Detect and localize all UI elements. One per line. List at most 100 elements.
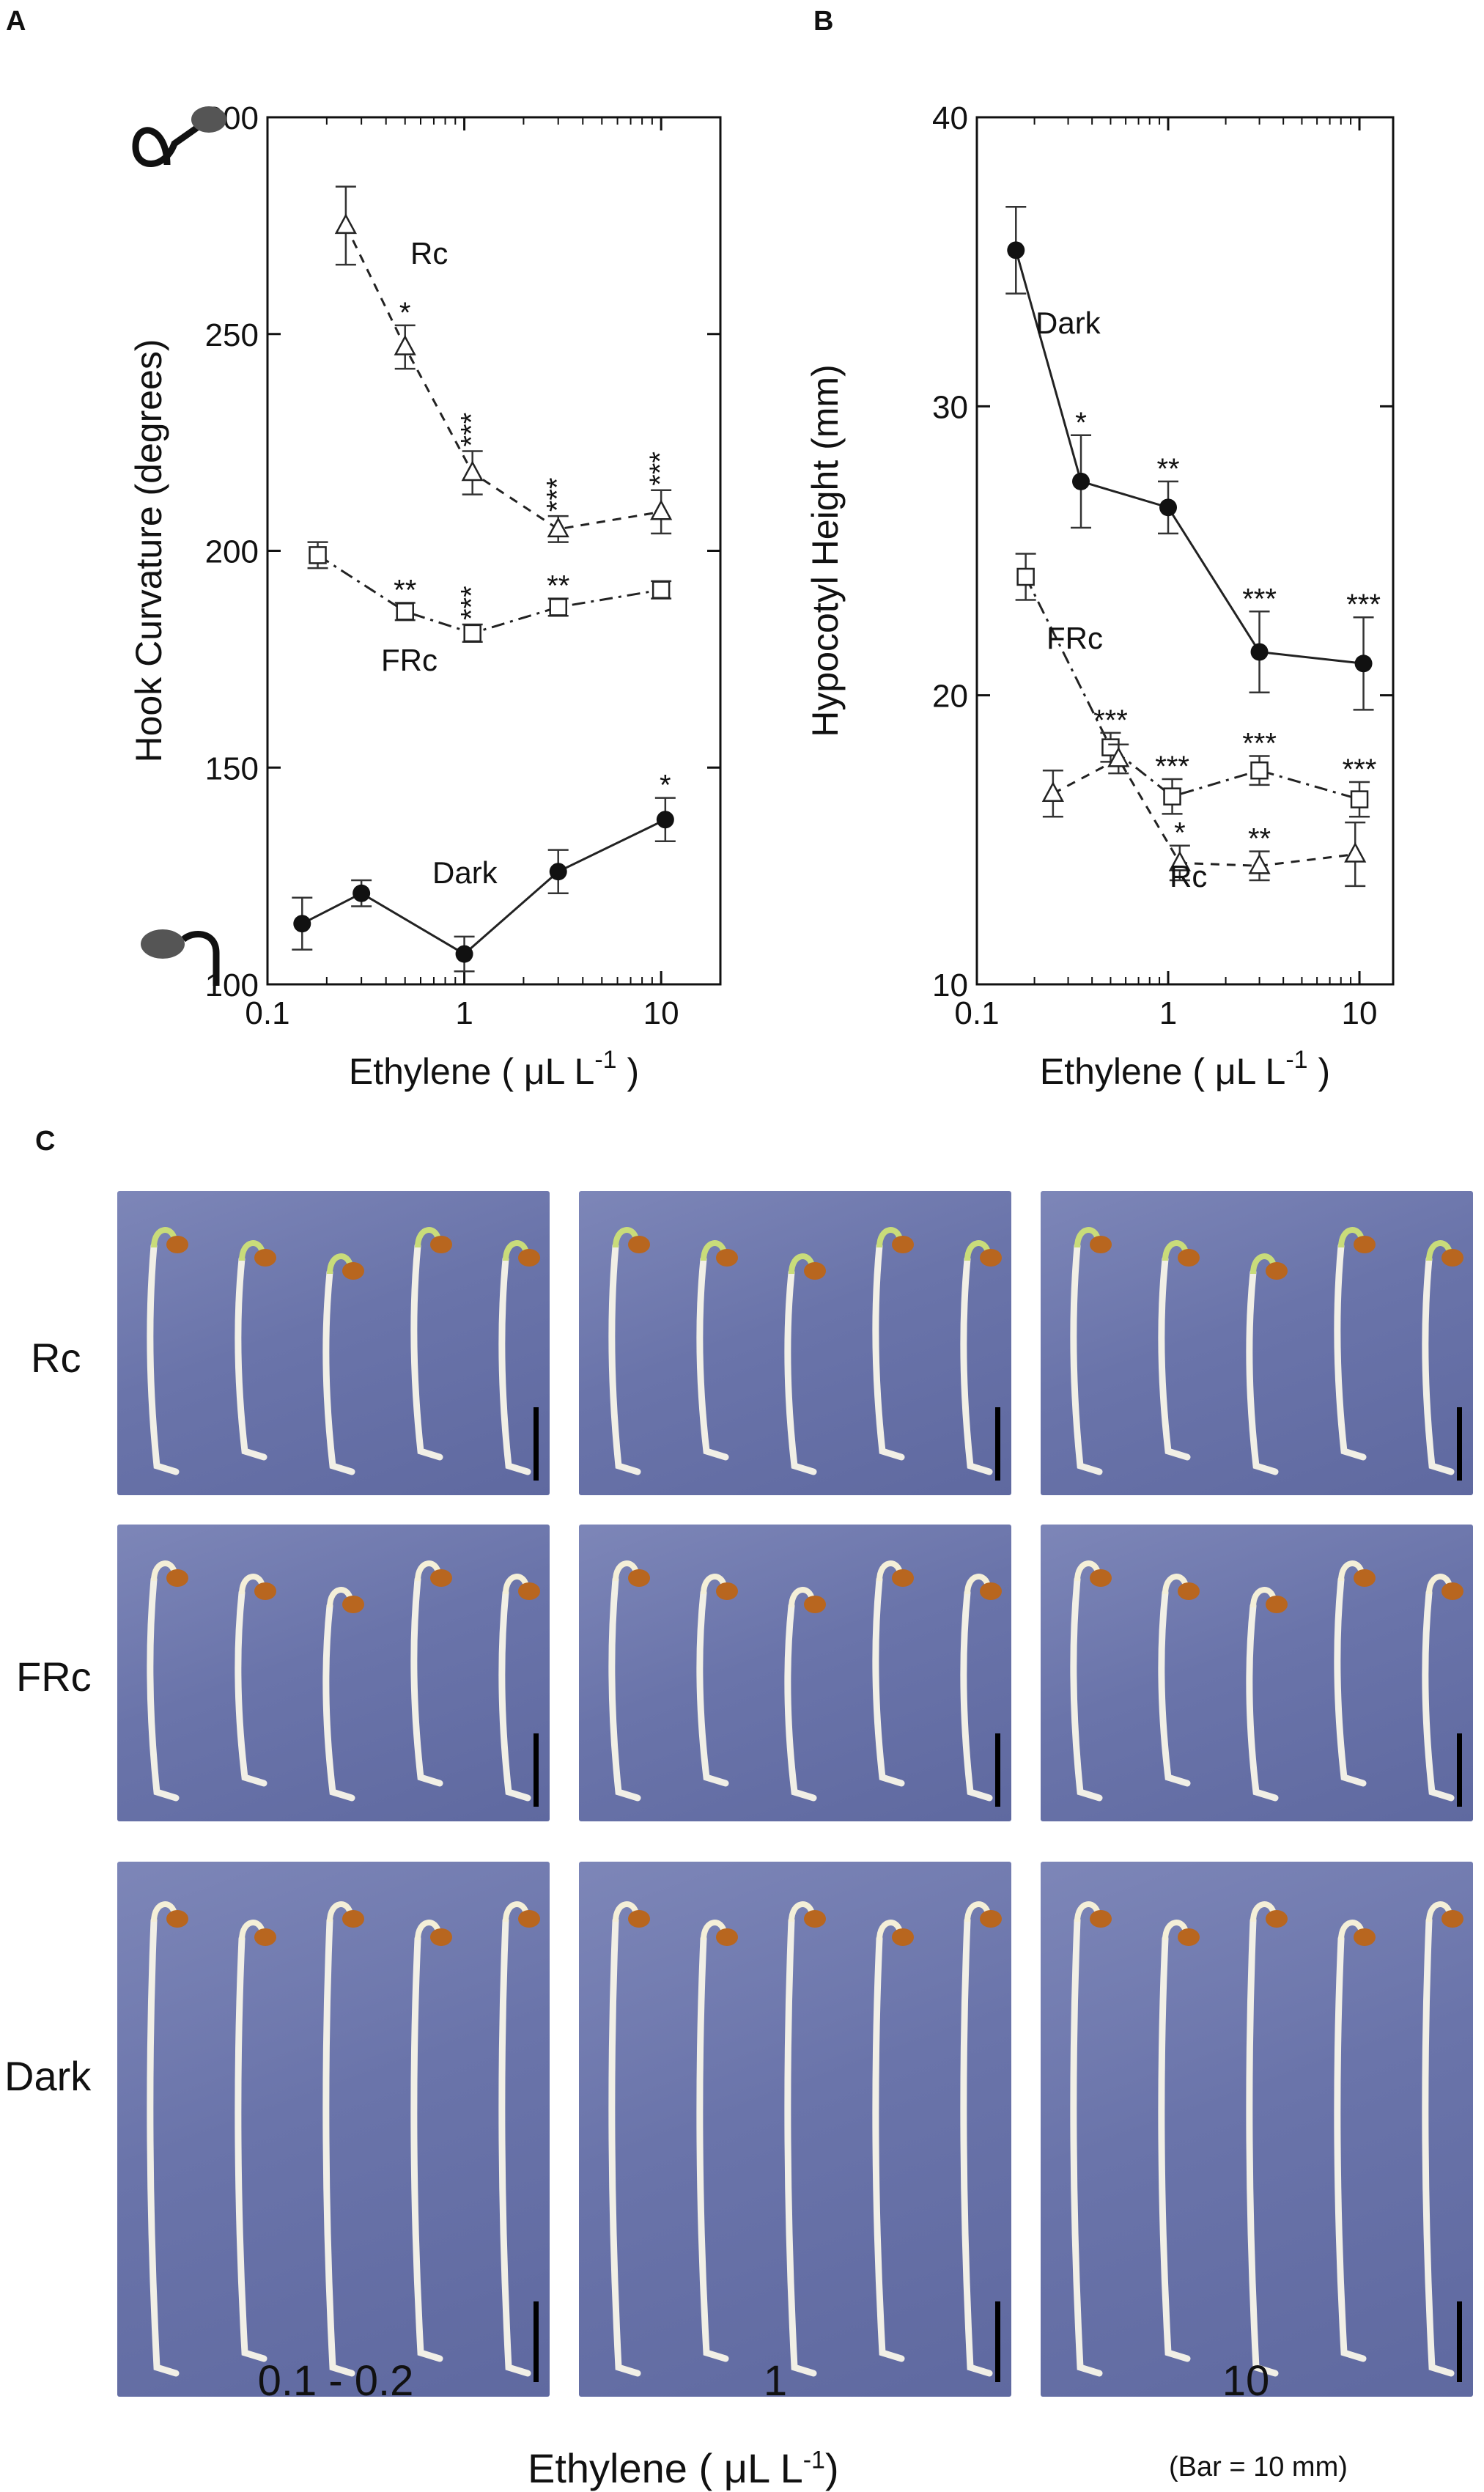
seed-coat xyxy=(254,1582,276,1600)
hypocotyl-height-chart: 10 20 30 40 0.1 1 10 Hypocotyl Height (mm) Ethyl… xyxy=(805,100,1395,1092)
seedling-stem xyxy=(1158,1935,1191,2362)
photo-rc-mid xyxy=(579,1191,1011,1495)
seedling-stem xyxy=(235,1589,267,1787)
scale-bar xyxy=(1457,1733,1462,1807)
seed-coat xyxy=(716,1249,738,1267)
seedling-stem xyxy=(872,1576,905,1787)
seed-coat xyxy=(1354,1236,1376,1253)
series-label-rc-b: Rc xyxy=(1170,859,1207,893)
seedling-stem xyxy=(696,1256,729,1461)
data-point-frc-b xyxy=(1350,790,1369,808)
x-tick-label-a: 1 xyxy=(455,995,473,1031)
hook-open-icon xyxy=(132,123,202,167)
scale-bar xyxy=(1457,2301,1462,2382)
seedling-stem xyxy=(608,1242,641,1475)
seed-coat xyxy=(166,1910,188,1928)
seedling-stem xyxy=(784,1917,817,2377)
seed-coat xyxy=(1090,1236,1112,1253)
series-line-rc-a xyxy=(344,225,662,531)
data-point-rc-a xyxy=(394,334,416,355)
seedling-stem xyxy=(960,1917,993,2377)
scale-bar xyxy=(534,1407,539,1481)
scale-bar xyxy=(534,1733,539,1807)
significance-mark-frc-b: *** xyxy=(1242,727,1277,759)
significance-mark-dark-b: ** xyxy=(1156,453,1179,485)
series-label-dark-a: Dark xyxy=(432,855,498,890)
seed-coat xyxy=(254,1249,276,1267)
seedlings-image xyxy=(1070,1227,1463,1481)
x-tick-label-a: 10 xyxy=(643,995,679,1031)
series-line-rc-b xyxy=(1052,757,1356,867)
seedling-stem xyxy=(1422,1589,1455,1802)
significance-mark-frc-a: ** xyxy=(394,574,416,606)
photo-background xyxy=(117,1862,550,2397)
seedling-stem xyxy=(410,1935,443,2362)
photo-x-axis-label-text: Ethylene ( μL L xyxy=(528,2445,803,2491)
seedling-stem xyxy=(322,1602,355,1802)
seed-coat xyxy=(518,1249,540,1267)
seed-coat xyxy=(430,1928,452,1946)
seedling-stem xyxy=(960,1256,993,1475)
photo-dark-low xyxy=(117,1862,550,2397)
seed-coat xyxy=(892,1928,914,1946)
seed-coat xyxy=(1090,1910,1112,1928)
data-point-dark-a xyxy=(352,884,371,902)
data-point-dark-b xyxy=(1072,472,1090,490)
seedling-stem xyxy=(696,1935,729,2362)
photo-x-axis-label: Ethylene ( μL L-1) xyxy=(528,2444,839,2492)
seedlings-image xyxy=(147,1901,540,2382)
data-point-frc-a xyxy=(651,580,671,599)
seed-coat xyxy=(1354,1569,1376,1587)
col-label-mid: 1 xyxy=(763,2357,788,2405)
col-label-high: 10 xyxy=(1222,2357,1270,2405)
seed-coat xyxy=(716,1582,738,1600)
seed-coat xyxy=(1441,1910,1463,1928)
photo-frc-high xyxy=(1041,1525,1473,1821)
seed-coat xyxy=(804,1596,826,1613)
x-axis-label-sup-a: -1 xyxy=(594,1046,616,1074)
panel-label-a: A xyxy=(6,6,26,37)
seedling-stem xyxy=(147,1242,180,1475)
seed-coat xyxy=(1266,1596,1288,1613)
photo-rc-high xyxy=(1041,1191,1473,1495)
cotyledon-open-icon xyxy=(191,106,226,133)
significance-mark-dark-b: *** xyxy=(1242,583,1277,615)
scale-bar xyxy=(995,1407,1000,1481)
y-tick-label-a: 200 xyxy=(205,534,259,570)
data-point-frc-a xyxy=(463,624,481,643)
seedling-stem xyxy=(235,1256,267,1461)
row-label-dark: Dark xyxy=(4,2053,92,2099)
photo-frc-mid xyxy=(579,1525,1011,1821)
seed-coat xyxy=(342,1262,364,1280)
seedlings-image xyxy=(608,1901,1002,2382)
x-axis-label-a: Ethylene ( μL L-1 ) xyxy=(349,1046,639,1092)
x-tick-label-b: 1 xyxy=(1159,995,1177,1031)
seedling-stem xyxy=(872,1242,905,1461)
seed-coat xyxy=(1441,1249,1463,1267)
photo-x-axis-label-close: ) xyxy=(824,2445,839,2491)
y-tick-label-b: 10 xyxy=(932,967,968,1003)
seed-coat xyxy=(628,1569,650,1587)
seedling-stem xyxy=(322,1917,355,2377)
scale-bar xyxy=(995,2301,1000,2382)
significance-mark-frc-a: ** xyxy=(547,570,569,602)
seedling-stem xyxy=(1070,1917,1103,2377)
significance-mark-frc-b: *** xyxy=(1343,753,1377,786)
seed-coat xyxy=(430,1569,452,1587)
plot-frame-a xyxy=(266,116,722,986)
seed-coat xyxy=(342,1910,364,1928)
y-tick-label-b: 20 xyxy=(932,679,968,715)
x-axis-label-text-b: Ethylene ( μL L xyxy=(1040,1051,1285,1092)
seedling-stem xyxy=(608,1917,641,2377)
cotyledon-closed-icon xyxy=(141,929,185,959)
photo-background xyxy=(1041,1862,1473,2397)
significance-mark-dark-b: *** xyxy=(1346,589,1381,621)
significance-mark-dark-a: * xyxy=(660,770,671,802)
series-label-frc-b: FRc xyxy=(1046,621,1103,655)
data-point-dark-b xyxy=(1007,241,1025,259)
seedling-stem xyxy=(1158,1589,1191,1787)
data-point-frc-b xyxy=(1250,761,1269,780)
seed-coat xyxy=(1266,1910,1288,1928)
seedling-stem xyxy=(1334,1242,1367,1461)
x-axis-label-close-a: ) xyxy=(617,1051,640,1092)
